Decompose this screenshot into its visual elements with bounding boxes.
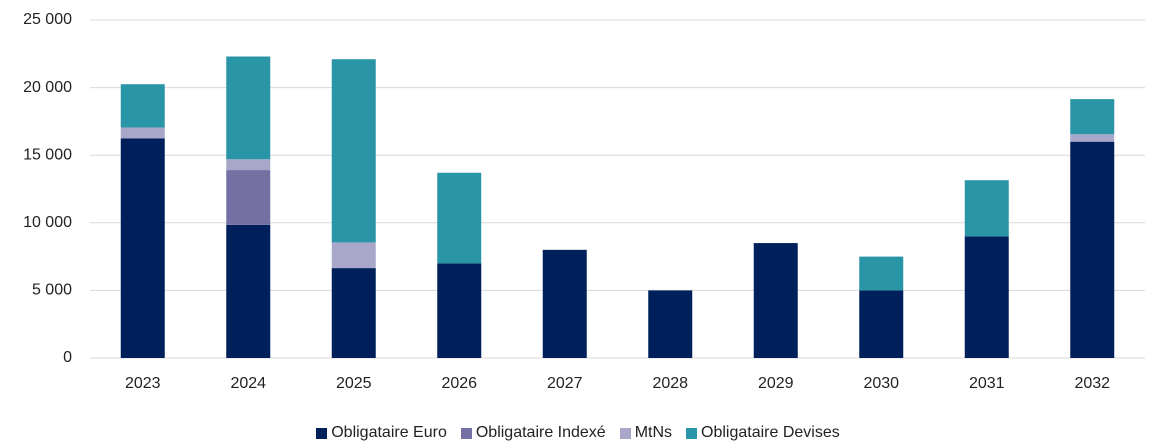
y-tick-label: 15 000: [23, 146, 72, 163]
legend-label: MtNs: [634, 424, 673, 441]
y-tick-label: 25 000: [23, 11, 72, 28]
bar-segment: [1070, 134, 1115, 142]
chart: 0 5 000 10 000 15 000 20 000 25 000 2023 2024 20…: [23, 11, 1145, 392]
legend-label: Obligataire Euro: [331, 424, 447, 441]
x-tick-label: 2024: [230, 375, 266, 392]
x-tick-label: 2028: [652, 375, 688, 392]
x-tick-label: 2027: [547, 375, 583, 392]
legend-swatch: [619, 427, 631, 439]
bar-segment: [1070, 141, 1115, 358]
bar-segment: [859, 256, 904, 291]
legend-item: Obligataire Indexé: [460, 424, 606, 442]
legend-item: MtNs: [619, 424, 673, 442]
y-tick-label: 0: [63, 349, 72, 366]
bar-segment: [331, 59, 376, 243]
bar-segment: [331, 242, 376, 269]
legend-label: Obligataire Indexé: [475, 424, 606, 441]
bar-segment: [120, 138, 165, 358]
legend-swatch: [460, 427, 472, 439]
x-tick-label: 2023: [125, 375, 161, 392]
x-tick-label: 2029: [758, 375, 794, 392]
bar-segment: [648, 290, 693, 358]
legend-swatch: [686, 427, 698, 439]
legend-swatch: [316, 427, 328, 439]
x-tick-label: 2026: [441, 375, 477, 392]
x-tick-label: 2032: [1074, 375, 1110, 392]
legend: Obligataire Euro Obligataire Indexé MtNs Ob…: [0, 424, 1156, 442]
bar-segment: [542, 249, 587, 358]
bar-segment: [226, 224, 271, 358]
bar-segment: [437, 263, 482, 358]
legend-item: Obligataire Euro: [316, 424, 447, 442]
legend-item: Obligataire Devises: [686, 424, 840, 442]
y-tick-label: 20 000: [23, 79, 72, 96]
bar-segment: [120, 127, 165, 139]
bar-segment: [120, 84, 165, 128]
bar-segment: [753, 243, 798, 358]
bar-segment: [226, 56, 271, 160]
x-tick-label: 2025: [336, 375, 372, 392]
bar-segment: [331, 268, 376, 358]
bar-segment: [1070, 99, 1115, 135]
bar-segment: [859, 290, 904, 358]
bar-segment: [964, 180, 1009, 237]
bar-segment: [226, 170, 271, 225]
bar-segment: [964, 236, 1009, 358]
x-tick-label: 2030: [863, 375, 899, 392]
y-tick-label: 5 000: [32, 282, 72, 299]
bar-segment: [437, 172, 482, 264]
legend-label: Obligataire Devises: [701, 424, 840, 441]
y-tick-label: 10 000: [23, 214, 72, 231]
x-tick-label: 2031: [969, 375, 1005, 392]
bar-segment: [226, 159, 271, 171]
